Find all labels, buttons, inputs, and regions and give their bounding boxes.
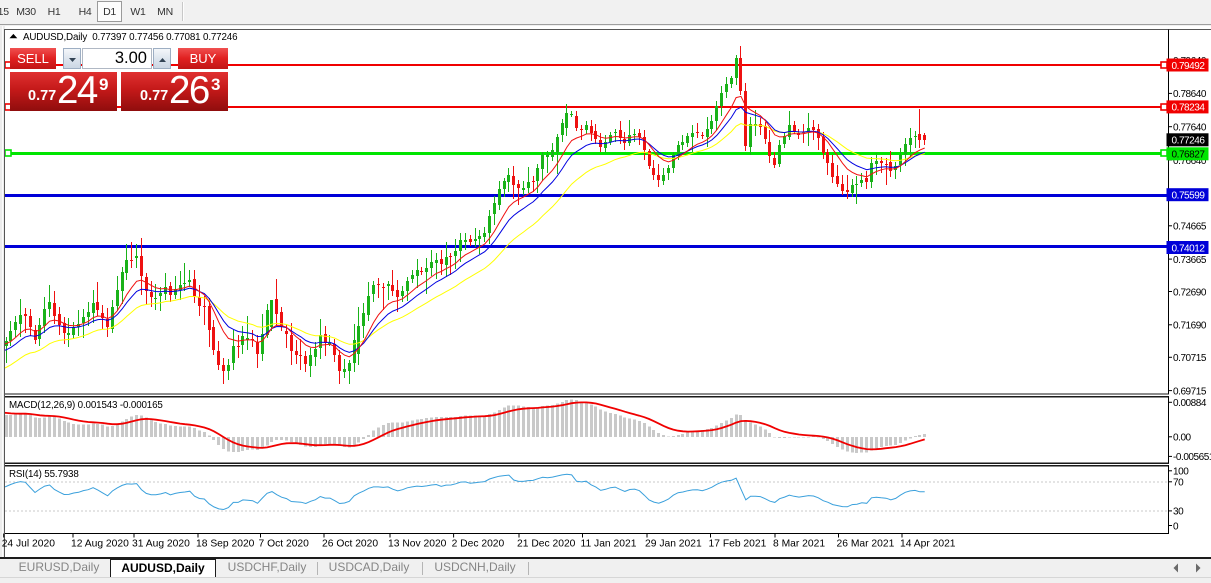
svg-text:14 Apr 2021: 14 Apr 2021	[900, 539, 956, 550]
svg-text:0.73665: 0.73665	[1173, 255, 1207, 266]
svg-text:8 Mar 2021: 8 Mar 2021	[773, 539, 825, 550]
svg-text:12 Aug 2020: 12 Aug 2020	[71, 539, 129, 550]
svg-text:MACD(12,26,9) 0.001543 -0.0001: MACD(12,26,9) 0.001543 -0.000165	[9, 400, 163, 411]
svg-text:0.77246: 0.77246	[1172, 136, 1206, 147]
svg-text:70: 70	[1173, 478, 1184, 489]
svg-text:17 Feb 2021: 17 Feb 2021	[709, 539, 767, 550]
svg-text:0: 0	[1173, 521, 1179, 532]
svg-text:24 Jul 2020: 24 Jul 2020	[2, 539, 56, 550]
svg-text:-0.005651: -0.005651	[1173, 452, 1211, 463]
svg-text:7 Oct 2020: 7 Oct 2020	[259, 539, 310, 550]
svg-text:0.70715: 0.70715	[1173, 353, 1207, 364]
svg-text:0.76640: 0.76640	[1173, 156, 1207, 167]
svg-text:100: 100	[1173, 467, 1189, 478]
svg-text:13 Nov 2020: 13 Nov 2020	[388, 539, 447, 550]
svg-text:0.74665: 0.74665	[1173, 222, 1207, 233]
svg-text:0.00884: 0.00884	[1173, 398, 1207, 409]
svg-text:31 Aug 2020: 31 Aug 2020	[132, 539, 190, 550]
svg-text:26 Mar 2021: 26 Mar 2021	[837, 539, 895, 550]
svg-text:2 Dec 2020: 2 Dec 2020	[452, 539, 505, 550]
svg-text:AUDUSD,Daily 0.77397 0.77456: AUDUSD,Daily 0.77397 0.77456 0.77081 0.7…	[23, 32, 238, 43]
svg-text:0.69715: 0.69715	[1173, 386, 1207, 397]
svg-text:26 Oct 2020: 26 Oct 2020	[322, 539, 378, 550]
svg-text:0.71690: 0.71690	[1173, 321, 1207, 332]
svg-text:0.79492: 0.79492	[1172, 61, 1206, 72]
svg-text:0.76827: 0.76827	[1172, 150, 1206, 161]
svg-text:0.78234: 0.78234	[1172, 103, 1206, 114]
svg-text:30: 30	[1173, 507, 1184, 518]
svg-text:RSI(14) 55.7938: RSI(14) 55.7938	[9, 469, 79, 480]
svg-text:0.75599: 0.75599	[1172, 191, 1206, 202]
svg-text:21 Dec 2020: 21 Dec 2020	[517, 539, 576, 550]
svg-text:29 Jan 2021: 29 Jan 2021	[645, 539, 702, 550]
svg-text:11 Jan 2021: 11 Jan 2021	[581, 539, 637, 550]
svg-text:0.77640: 0.77640	[1173, 123, 1207, 134]
svg-text:0.72690: 0.72690	[1173, 287, 1207, 298]
svg-text:0.00: 0.00	[1173, 433, 1192, 444]
svg-text:0.74012: 0.74012	[1172, 243, 1206, 254]
svg-text:18 Sep 2020: 18 Sep 2020	[196, 539, 255, 550]
svg-text:0.78640: 0.78640	[1173, 89, 1207, 100]
